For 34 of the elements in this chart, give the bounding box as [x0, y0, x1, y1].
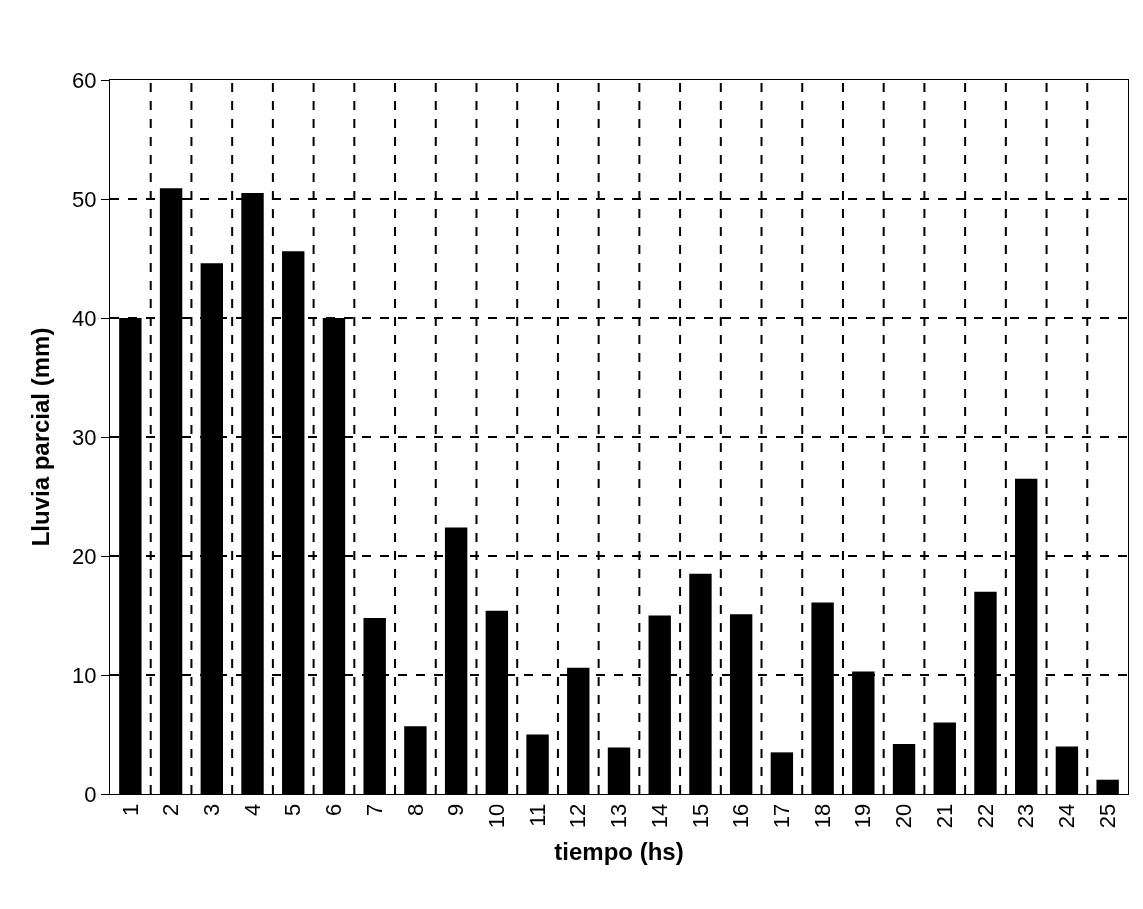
x-tick-label: 24: [1054, 803, 1080, 829]
y-axis-title: Lluvia parcial (mm): [27, 327, 55, 547]
y-tick-label: 30: [72, 424, 97, 450]
x-tick-label: 23: [1013, 803, 1039, 829]
x-tick-label: 9: [443, 803, 469, 817]
x-tick-label: 15: [687, 803, 713, 829]
x-tick-label: 20: [891, 803, 917, 829]
y-tick-label: 50: [72, 186, 97, 212]
x-tick-label: 13: [606, 803, 632, 829]
x-tick-label: 16: [728, 803, 754, 829]
x-tick-label: 10: [483, 803, 509, 829]
x-tick-label: 6: [321, 803, 347, 817]
y-tick-label: 60: [72, 67, 97, 93]
x-tick-label: 4: [239, 803, 265, 817]
x-tick-label: 25: [1094, 803, 1120, 829]
x-tick-label: 11: [524, 803, 550, 827]
x-tick-label: 18: [809, 803, 835, 829]
x-tick-label: 3: [198, 803, 224, 817]
x-tick-label: 1: [117, 803, 143, 817]
x-tick-label: 2: [158, 803, 184, 817]
x-tick-label: 19: [850, 803, 876, 829]
x-axis-title: tiempo (hs): [554, 837, 684, 865]
x-tick-label: 8: [402, 803, 428, 817]
x-tick-label: 22: [972, 803, 998, 829]
x-tick-label: 21: [931, 803, 957, 829]
x-tick-label: 7: [361, 803, 387, 817]
x-tick-label: 5: [280, 803, 306, 817]
y-tick-label: 10: [72, 662, 97, 688]
x-tick-label: 17: [769, 803, 795, 829]
y-tick-label: 0: [84, 781, 97, 807]
y-tick-label: 40: [72, 305, 97, 331]
y-tick-label: 20: [72, 543, 97, 569]
x-tick-label: 12: [565, 803, 591, 829]
x-tick-label: 14: [646, 803, 672, 829]
